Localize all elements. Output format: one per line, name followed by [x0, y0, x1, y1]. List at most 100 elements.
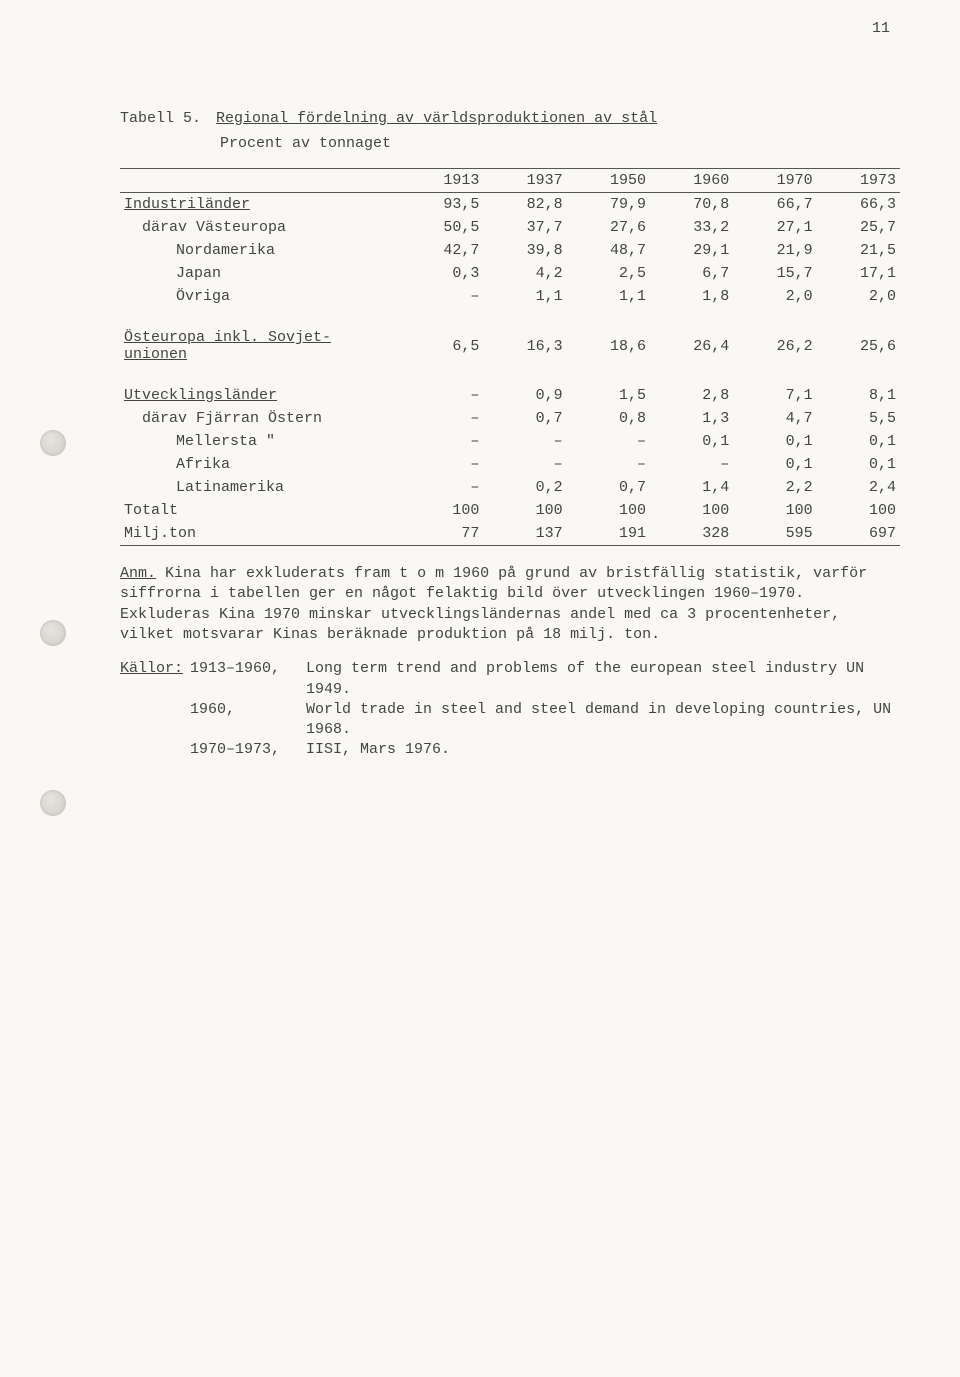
row-label: Industriländer [120, 193, 400, 217]
table-title-text: Regional fördelning av världsproduktione… [216, 110, 657, 127]
cell-value: 100 [567, 499, 650, 522]
table-row: därav Västeuropa50,537,727,633,227,125,7 [120, 216, 900, 239]
col-region-header [120, 169, 400, 193]
cell-value: – [400, 384, 483, 407]
note-text: Kina har exkluderats fram t o m 1960 på … [120, 565, 867, 643]
row-label: Utvecklingsländer [120, 384, 400, 407]
row-label: Milj.ton [120, 522, 400, 546]
table-header-row: 191319371950196019701973 [120, 169, 900, 193]
punch-hole [40, 620, 66, 646]
source-year: 1970–1973, [190, 740, 300, 760]
cell-value: 29,1 [650, 239, 733, 262]
col-year-header: 1950 [567, 169, 650, 193]
page-number: 11 [872, 20, 890, 37]
cell-value: 191 [567, 522, 650, 546]
cell-value: 66,7 [733, 193, 816, 217]
table-row: Milj.ton77137191328595697 [120, 522, 900, 546]
source-text: Long term trend and problems of the euro… [306, 659, 900, 700]
cell-value: 1,3 [650, 407, 733, 430]
cell-value: 5,5 [817, 407, 900, 430]
table-row: Industriländer93,582,879,970,866,766,3 [120, 193, 900, 217]
row-label: därav Västeuropa [120, 216, 400, 239]
cell-value: 6,5 [400, 326, 483, 366]
row-label: Nordamerika [120, 239, 400, 262]
row-label: Latinamerika [120, 476, 400, 499]
row-label: Totalt [120, 499, 400, 522]
table-row [120, 308, 900, 326]
cell-value: 100 [483, 499, 566, 522]
table-row: Östeuropa inkl. Sovjet- unionen6,516,318… [120, 326, 900, 366]
punch-hole [40, 790, 66, 816]
cell-value: 595 [733, 522, 816, 546]
cell-value: 2,4 [817, 476, 900, 499]
cell-value: 0,1 [817, 453, 900, 476]
cell-value: 1,1 [567, 285, 650, 308]
cell-value: 21,5 [817, 239, 900, 262]
sources-label: Källor: [120, 660, 183, 677]
cell-value: 0,7 [483, 407, 566, 430]
col-year-header: 1973 [817, 169, 900, 193]
cell-value: 0,8 [567, 407, 650, 430]
cell-value: 697 [817, 522, 900, 546]
source-text: World trade in steel and steel demand in… [306, 700, 900, 741]
table-row: Nordamerika42,739,848,729,121,921,5 [120, 239, 900, 262]
cell-value: – [567, 453, 650, 476]
scanned-page: 11 Tabell 5. Regional fördelning av värl… [0, 0, 960, 1377]
cell-value: 137 [483, 522, 566, 546]
cell-value: – [483, 453, 566, 476]
cell-value: – [650, 453, 733, 476]
footnotes: Anm. Kina har exkluderats fram t o m 196… [120, 564, 900, 761]
cell-value: 50,5 [400, 216, 483, 239]
cell-value: 79,9 [567, 193, 650, 217]
source-text: IISI, Mars 1976. [306, 740, 900, 760]
table-row: Övriga–1,11,11,82,02,0 [120, 285, 900, 308]
cell-value: 1,8 [650, 285, 733, 308]
source-year: 1960, [190, 700, 300, 741]
note-anm: Anm. Kina har exkluderats fram t o m 196… [120, 564, 900, 645]
cell-value: – [400, 453, 483, 476]
cell-value: 25,6 [817, 326, 900, 366]
row-label: Afrika [120, 453, 400, 476]
cell-value: 0,1 [733, 453, 816, 476]
row-label: Mellersta " [120, 430, 400, 453]
cell-value: 0,2 [483, 476, 566, 499]
data-table: 191319371950196019701973Industriländer93… [120, 168, 900, 546]
cell-value: 7,1 [733, 384, 816, 407]
cell-value: 2,2 [733, 476, 816, 499]
row-label: Östeuropa inkl. Sovjet- unionen [120, 326, 400, 366]
note-label: Anm. [120, 565, 156, 582]
table-row: Totalt100100100100100100 [120, 499, 900, 522]
cell-value: 2,8 [650, 384, 733, 407]
cell-value: 25,7 [817, 216, 900, 239]
cell-value: 0,9 [483, 384, 566, 407]
table-number: Tabell 5. [120, 110, 201, 127]
col-year-header: 1970 [733, 169, 816, 193]
cell-value: 1,5 [567, 384, 650, 407]
cell-value: 42,7 [400, 239, 483, 262]
cell-value: – [400, 285, 483, 308]
cell-value: 328 [650, 522, 733, 546]
table-row: därav Fjärran Östern–0,70,81,34,75,5 [120, 407, 900, 430]
punch-hole [40, 430, 66, 456]
cell-value: 77 [400, 522, 483, 546]
table-row: Mellersta "–––0,10,10,1 [120, 430, 900, 453]
table-row [120, 366, 900, 384]
cell-value: – [400, 430, 483, 453]
cell-value: 48,7 [567, 239, 650, 262]
table-row: Japan0,34,22,56,715,717,1 [120, 262, 900, 285]
cell-value: 6,7 [650, 262, 733, 285]
cell-value: 26,4 [650, 326, 733, 366]
cell-value: 17,1 [817, 262, 900, 285]
cell-value: 4,7 [733, 407, 816, 430]
cell-value: 0,1 [817, 430, 900, 453]
cell-value: 37,7 [483, 216, 566, 239]
cell-value: – [400, 407, 483, 430]
table-subtitle: Procent av tonnaget [220, 135, 900, 152]
col-year-header: 1960 [650, 169, 733, 193]
cell-value: 2,5 [567, 262, 650, 285]
cell-value: 2,0 [733, 285, 816, 308]
cell-value: 21,9 [733, 239, 816, 262]
cell-value: 70,8 [650, 193, 733, 217]
sources: Källor: 1913–1960,Long term trend and pr… [120, 659, 900, 761]
cell-value: – [483, 430, 566, 453]
